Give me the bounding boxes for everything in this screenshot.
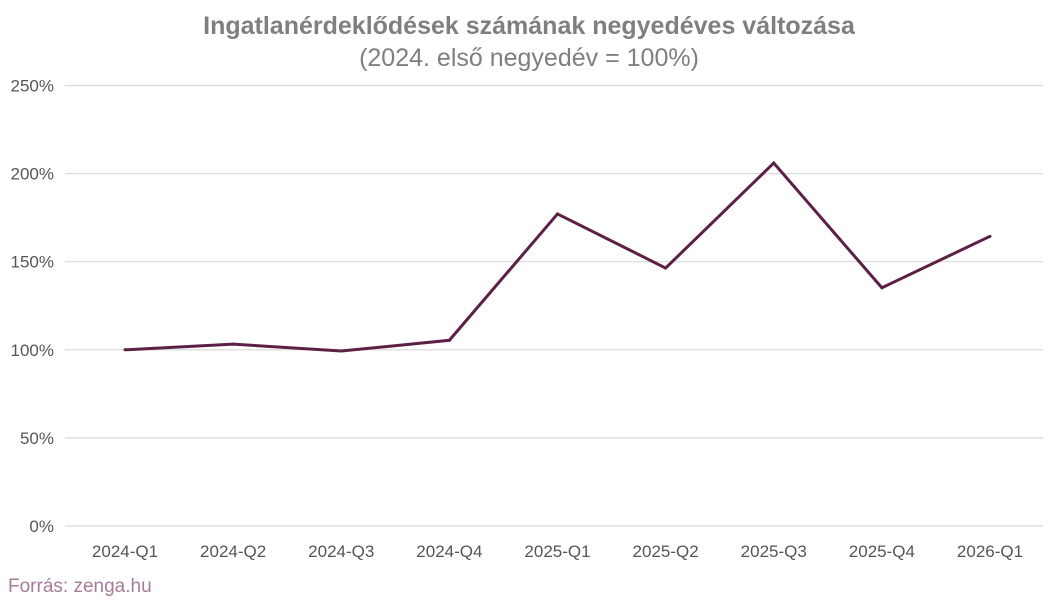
x-tick-label: 2025-Q3 <box>741 542 807 561</box>
chart-title: Ingatlanérdeklődések számának negyedéves… <box>203 12 855 40</box>
source-note: Forrás: zenga.hu <box>8 576 152 597</box>
data-point <box>772 161 776 165</box>
y-tick-label: 0% <box>29 517 54 536</box>
x-tick-label: 2026-Q1 <box>957 542 1023 561</box>
x-tick-label: 2025-Q2 <box>633 542 699 561</box>
data-point <box>339 349 343 353</box>
x-tick-label: 2025-Q4 <box>849 542 915 561</box>
series-line <box>124 160 991 353</box>
y-tick-label: 250% <box>11 77 54 96</box>
y-tick-label: 150% <box>11 253 54 272</box>
data-point <box>664 266 668 270</box>
data-point <box>123 348 127 352</box>
x-tick-label: 2024-Q2 <box>200 542 266 561</box>
data-point <box>988 234 992 238</box>
y-tick-label: 200% <box>11 165 54 184</box>
chart-subtitle: (2024. első negyedév = 100%) <box>359 44 699 72</box>
data-point <box>556 212 559 216</box>
x-tick-label: 2025-Q1 <box>524 542 590 561</box>
y-tick-label: 100% <box>11 341 54 360</box>
data-point <box>447 338 451 342</box>
data-point <box>880 286 884 290</box>
x-tick-label: 2024-Q4 <box>416 542 482 561</box>
data-point <box>231 342 235 346</box>
y-tick-label: 50% <box>20 429 54 448</box>
x-tick-label: 2024-Q1 <box>92 542 158 561</box>
x-tick-label: 2024-Q3 <box>308 542 374 561</box>
